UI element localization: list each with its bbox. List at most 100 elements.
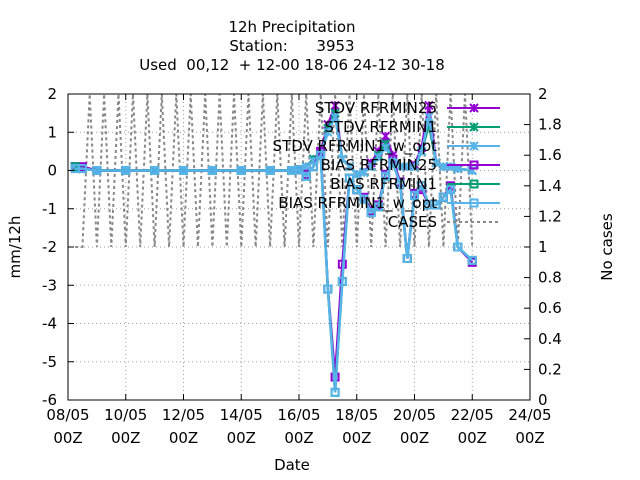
x-tick-label: 22/05 — [451, 406, 494, 424]
y2-tick-label: 0 — [538, 391, 548, 409]
x-tick-label: 16/05 — [277, 406, 320, 424]
data-point-cross — [409, 161, 420, 172]
data-point-square — [337, 276, 347, 286]
data-point-square — [381, 171, 391, 181]
data-point-cross — [469, 103, 479, 113]
y2-tick-label: 1.4 — [538, 177, 562, 195]
x-tick-label: 12/05 — [162, 406, 205, 424]
legend-label: STDV RFRMIN1_w_opt — [273, 137, 438, 156]
y-axis-label: mm/12h — [6, 216, 24, 279]
data-point-square — [388, 158, 398, 168]
legend-label: STDV RFRMIN1 — [324, 118, 437, 136]
y-tick-label: -5 — [42, 353, 57, 371]
y-tick-label: 0 — [47, 162, 57, 180]
data-point-cross — [301, 161, 311, 172]
data-point-square — [431, 200, 441, 210]
data-point-square — [469, 179, 479, 189]
data-point-square — [323, 284, 333, 294]
y2-tick-label: 1 — [538, 238, 548, 256]
y2-tick-label: 2 — [538, 85, 548, 103]
data-point-square — [469, 198, 479, 208]
x-tick-label: 00Z — [227, 429, 256, 447]
y2-tick-label: 0.6 — [538, 299, 562, 317]
data-point-cross — [359, 167, 369, 178]
x-tick-label: 08/05 — [46, 406, 89, 424]
x-tick-label: 14/05 — [220, 406, 263, 424]
data-point-square — [366, 208, 376, 218]
x-tick-label: 00Z — [169, 429, 198, 447]
y2-tick-label: 1.8 — [538, 116, 562, 134]
data-point-square — [330, 387, 340, 397]
data-point-square — [308, 162, 318, 172]
data-point-square — [446, 185, 456, 195]
data-point-square — [207, 166, 217, 175]
x-tick-label: 24/05 — [508, 406, 551, 424]
legend-label: BIAS RFRMIN1_w_opt — [278, 194, 437, 213]
data-point-cross — [395, 161, 405, 172]
legend-label: BIAS RFRMIN25 — [321, 156, 437, 174]
data-point-cross — [344, 161, 355, 172]
data-point-square — [316, 150, 326, 160]
data-point-square — [265, 166, 275, 175]
x-tick-label: 18/05 — [335, 406, 378, 424]
data-point-cross — [352, 169, 362, 180]
data-point-square — [179, 166, 188, 175]
y2-tick-label: 1.2 — [538, 207, 562, 225]
legend-label: STDV RFRMIN25 — [315, 99, 437, 117]
data-point-cross — [469, 141, 479, 151]
data-point-cross — [380, 131, 391, 141]
data-point-square — [121, 166, 131, 175]
data-point-square — [92, 166, 102, 175]
data-point-cross — [366, 161, 376, 172]
title-line-1: 12h Precipitation — [228, 18, 355, 36]
data-point-square — [352, 185, 362, 195]
data-point-square — [453, 242, 463, 252]
y2-axis-label: No cases — [598, 213, 616, 281]
data-point-square — [438, 192, 448, 202]
legend-label: BIAS RFRMIN1 — [330, 175, 437, 193]
data-point-cross — [323, 127, 333, 137]
y-tick-label: 2 — [47, 85, 57, 103]
x-tick-label: 00Z — [284, 429, 313, 447]
data-point-cross — [424, 112, 434, 122]
series-layer — [70, 94, 477, 397]
axis-layer: 08/05 00Z 10/05 00Z 12/05 00Z 14/05 00Z 16/05 00Z… — [42, 85, 562, 447]
data-point-cross — [337, 154, 348, 164]
y2-tick-label: 0.8 — [538, 269, 562, 287]
x-tick-label: 00Z — [515, 429, 544, 447]
data-point-square — [395, 179, 405, 189]
series-bias-rfrmin1-w-opt — [70, 150, 477, 397]
x-tick-label: 10/05 — [104, 406, 147, 424]
x-tick-label: 00Z — [400, 429, 429, 447]
data-point-square — [402, 253, 412, 263]
y2-tick-label: 1.6 — [538, 146, 562, 164]
x-tick-label: 00Z — [458, 429, 487, 447]
data-point-cross — [424, 100, 434, 111]
y-tick-label: -2 — [42, 238, 57, 256]
x-tick-label: 00Z — [342, 429, 371, 447]
data-point-square — [469, 160, 479, 170]
data-point-square — [236, 166, 246, 175]
y-tick-label: 1 — [47, 123, 57, 141]
data-point-cross — [438, 161, 449, 172]
y-tick-label: -6 — [42, 391, 57, 409]
data-point-square — [410, 190, 419, 200]
y-tick-label: -4 — [42, 315, 57, 333]
x-tick-label: 20/05 — [393, 406, 436, 424]
x-axis-label: Date — [274, 456, 310, 474]
data-point-square — [301, 171, 311, 181]
data-point-square — [77, 164, 87, 174]
data-point-square — [150, 166, 160, 175]
data-point-cross — [431, 158, 441, 168]
legend-label: CASES — [388, 213, 437, 231]
y2-tick-label: 0.2 — [538, 360, 562, 378]
data-point-square — [359, 194, 369, 204]
data-point-cross — [402, 161, 412, 172]
y2-tick-label: 0.4 — [538, 330, 562, 348]
y-tick-label: -3 — [42, 276, 57, 294]
data-point-square — [417, 181, 427, 191]
data-point-cross — [380, 142, 391, 153]
data-point-cross — [373, 152, 384, 162]
